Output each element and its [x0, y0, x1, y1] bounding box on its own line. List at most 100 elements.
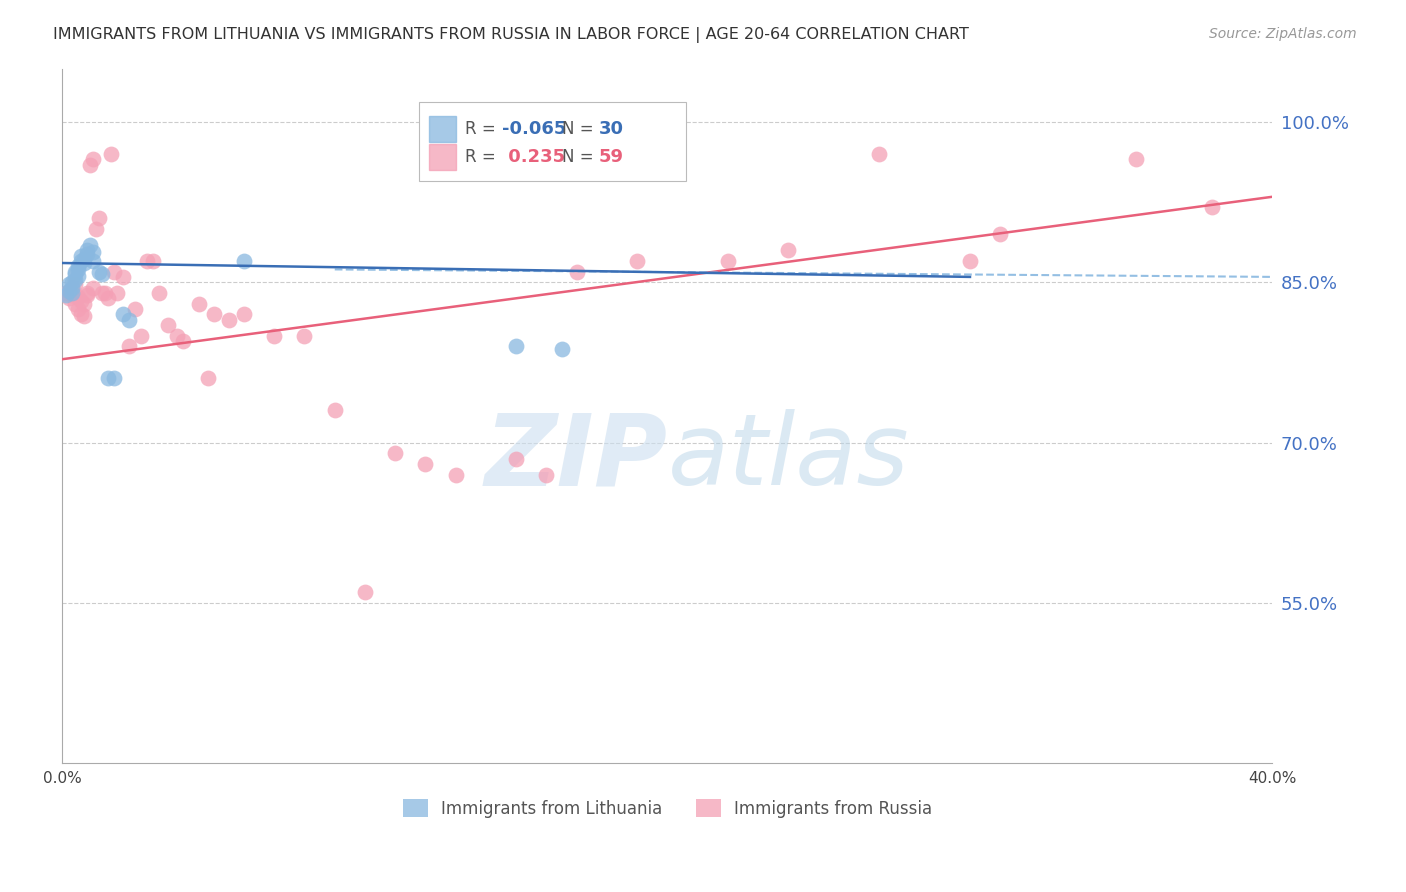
Point — [66, 259, 89, 273]
Point — [63, 277, 86, 292]
Point — [354, 585, 377, 599]
Point — [73, 256, 96, 270]
Bar — [429, 116, 456, 142]
Point — [69, 248, 91, 262]
Text: N =: N = — [562, 148, 599, 166]
Point — [202, 307, 225, 321]
Point — [103, 264, 125, 278]
Point — [84, 222, 107, 236]
Point — [73, 296, 96, 310]
Point — [60, 285, 83, 300]
Point — [988, 227, 1011, 242]
Point — [87, 264, 110, 278]
Point — [717, 253, 740, 268]
Point — [60, 280, 83, 294]
Point — [444, 467, 467, 482]
Point — [90, 267, 112, 281]
Point — [63, 267, 86, 281]
Point — [60, 275, 83, 289]
Point — [118, 312, 141, 326]
Point — [69, 307, 91, 321]
Point — [66, 290, 89, 304]
Point — [76, 243, 98, 257]
Point — [124, 301, 146, 316]
Text: 30: 30 — [599, 120, 623, 138]
Point — [105, 285, 128, 300]
Bar — [429, 144, 456, 170]
Point — [58, 284, 80, 298]
Point — [82, 153, 104, 167]
Point — [959, 253, 981, 268]
Point — [384, 446, 406, 460]
Point — [79, 237, 101, 252]
Point — [82, 280, 104, 294]
Point — [136, 253, 159, 268]
Point — [778, 243, 800, 257]
Point — [82, 253, 104, 268]
Point — [82, 245, 104, 260]
Text: 59: 59 — [599, 148, 623, 166]
Text: R =: R = — [465, 120, 502, 138]
Point — [505, 339, 527, 353]
Text: atlas: atlas — [668, 409, 910, 506]
Text: Source: ZipAtlas.com: Source: ZipAtlas.com — [1209, 27, 1357, 41]
Point — [294, 328, 316, 343]
Point — [1125, 153, 1147, 167]
Point — [218, 312, 240, 326]
Text: R =: R = — [465, 148, 502, 166]
Point — [103, 371, 125, 385]
Point — [129, 328, 152, 343]
Point — [60, 280, 83, 294]
Point — [66, 262, 89, 277]
Point — [142, 253, 165, 268]
Legend: Immigrants from Lithuania, Immigrants from Russia: Immigrants from Lithuania, Immigrants fr… — [396, 793, 939, 824]
Point — [97, 371, 120, 385]
Point — [263, 328, 285, 343]
Point — [60, 288, 83, 302]
Point — [868, 147, 890, 161]
Point — [233, 307, 256, 321]
Point — [76, 288, 98, 302]
Point — [197, 371, 219, 385]
Point — [536, 467, 558, 482]
Point — [55, 288, 77, 302]
Point — [55, 285, 77, 300]
Point — [76, 285, 98, 300]
Point — [73, 310, 96, 324]
Point — [79, 158, 101, 172]
Point — [323, 403, 346, 417]
Text: ZIP: ZIP — [485, 409, 668, 506]
Point — [58, 284, 80, 298]
Point — [111, 307, 134, 321]
Point — [69, 253, 91, 268]
Point — [505, 451, 527, 466]
Point — [90, 285, 112, 300]
Point — [166, 328, 188, 343]
Point — [1201, 201, 1223, 215]
Point — [66, 301, 89, 316]
Point — [118, 339, 141, 353]
Text: N =: N = — [562, 120, 599, 138]
Text: -0.065: -0.065 — [502, 120, 567, 138]
Point — [97, 291, 120, 305]
Point — [100, 147, 122, 161]
Point — [233, 253, 256, 268]
Point — [69, 294, 91, 309]
Point — [87, 211, 110, 226]
Point — [73, 252, 96, 266]
Point — [66, 268, 89, 283]
Point — [94, 285, 117, 300]
FancyBboxPatch shape — [419, 102, 686, 181]
Point — [550, 342, 572, 356]
Point — [565, 264, 588, 278]
Point — [76, 247, 98, 261]
Point — [63, 296, 86, 310]
Point — [148, 285, 170, 300]
Point — [58, 277, 80, 292]
Point — [626, 253, 648, 268]
Point — [111, 269, 134, 284]
Point — [58, 291, 80, 305]
Point — [415, 457, 437, 471]
Point — [173, 334, 195, 348]
Point — [63, 273, 86, 287]
